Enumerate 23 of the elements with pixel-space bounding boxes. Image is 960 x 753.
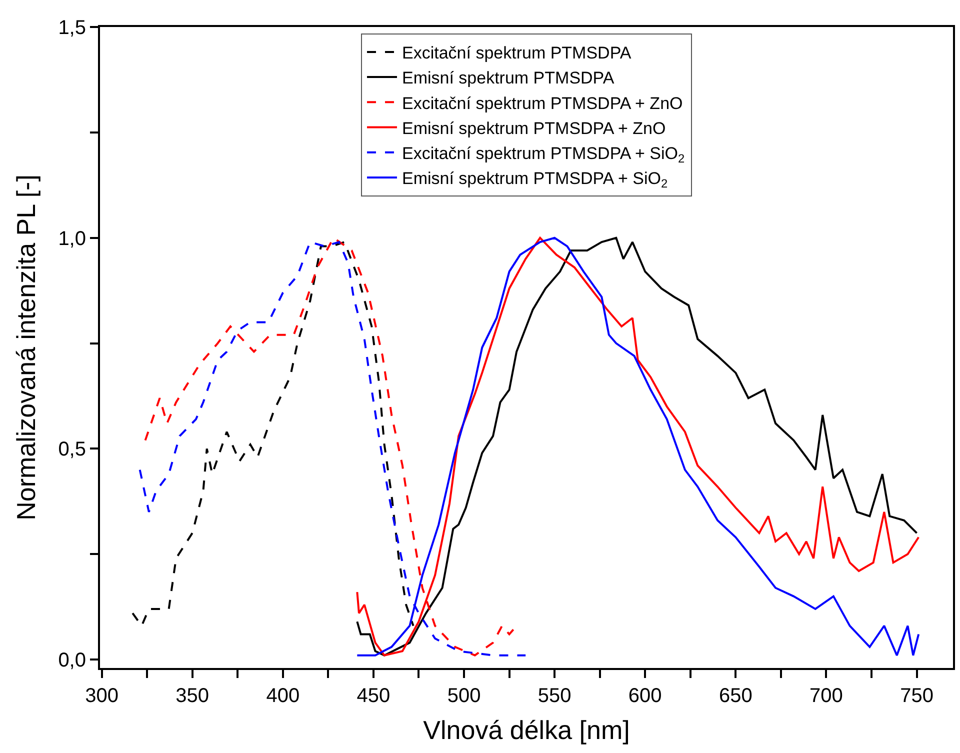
x-tick-label: 300 [85, 685, 118, 707]
x-tick-label: 600 [628, 685, 662, 707]
y-tick-label: 1,5 [58, 17, 86, 39]
x-tick-label: 750 [900, 685, 934, 707]
y-axis-title: Normalizovaná intenzita PL [-] [11, 174, 42, 520]
legend-label: Excitační spektrum PTMSDPA + ZnO [402, 94, 683, 113]
legend-label: Excitační spektrum PTMSDPA + SiO$_{2}$ [402, 144, 686, 166]
y-tick-label: 1,0 [58, 228, 86, 250]
line-series [132, 241, 414, 627]
y-tick-label: 0,5 [58, 438, 86, 461]
x-tick-label: 450 [356, 685, 390, 707]
legend-label: Excitační spektrum PTMSDPA [402, 44, 632, 63]
x-tick-label: 400 [266, 685, 300, 707]
x-tick-label: 500 [447, 685, 481, 707]
x-tick-label: 550 [538, 685, 572, 707]
legend-label: Emisní spektrum PTMSDPA [402, 68, 615, 88]
x-tick-label: 700 [810, 685, 843, 707]
legend-label: Emisní spektrum PTMSDPA + ZnO [402, 118, 666, 138]
legend-label: Emisní spektrum PTMSDPA + SiO$_{2}$ [402, 169, 668, 191]
x-tick-label: 350 [176, 685, 210, 707]
y-tick-label: 0,0 [58, 650, 86, 672]
x-tick-label: 650 [718, 685, 752, 707]
x-axis-title: Vlnová délka [nm] [423, 715, 630, 746]
